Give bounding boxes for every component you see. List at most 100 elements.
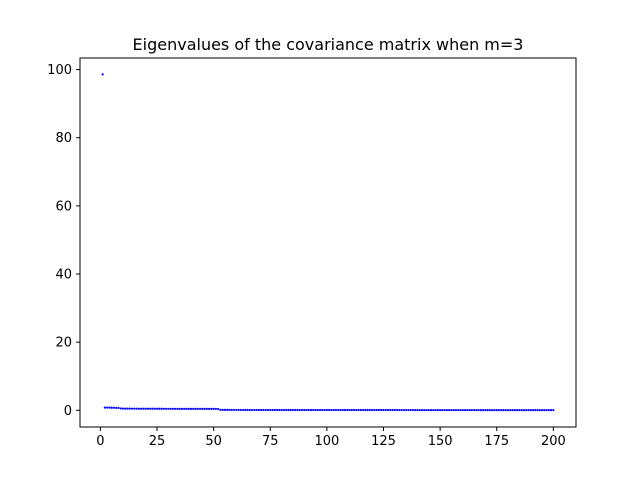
data-point [479, 408, 482, 412]
data-point [303, 408, 306, 412]
data-point [552, 409, 555, 412]
data-point [140, 407, 143, 410]
data-point [180, 407, 184, 410]
data-point [137, 407, 140, 410]
data-point [124, 407, 127, 410]
data-point [246, 408, 249, 412]
data-point [334, 408, 338, 412]
data-point [545, 409, 548, 412]
y-tick-label: 100 [47, 63, 72, 78]
x-axis: 0 25 50 75 100 125 150 175 200 [96, 427, 566, 449]
data-point [416, 408, 419, 412]
data-point [133, 407, 136, 410]
data-point [260, 408, 263, 412]
data-point [377, 408, 381, 412]
data-point [466, 408, 469, 412]
data-point [128, 407, 131, 410]
data-point [448, 408, 451, 412]
data-point [266, 408, 270, 412]
data-point [459, 408, 462, 412]
plot-frame [79, 57, 577, 428]
data-point [185, 407, 188, 410]
data-point [318, 408, 322, 412]
data-point [371, 408, 374, 412]
data-point [255, 408, 258, 412]
data-point [171, 407, 174, 410]
data-point [531, 409, 535, 412]
data-point [314, 408, 317, 412]
data-point [343, 408, 347, 412]
data-point [214, 407, 217, 411]
data-point [493, 409, 496, 412]
data-point [518, 409, 521, 412]
data-point [110, 406, 113, 409]
x-tick-label: 50 [205, 434, 222, 449]
data-point [275, 408, 279, 412]
data-point [264, 408, 267, 412]
data-point [482, 408, 485, 412]
data-point [509, 409, 512, 412]
data-point [443, 408, 446, 412]
data-point [146, 407, 150, 410]
data-point [341, 408, 344, 412]
data-point [151, 407, 154, 410]
x-tick-label: 75 [262, 434, 279, 449]
data-point [402, 408, 405, 412]
data-point [280, 408, 283, 412]
data-point [269, 408, 272, 412]
data-point [393, 408, 396, 412]
data-point [389, 408, 392, 412]
data-point [273, 408, 276, 412]
data-point [405, 408, 408, 412]
y-tick-label: 0 [64, 404, 72, 419]
data-point [309, 408, 313, 412]
data-point [538, 409, 541, 412]
data-point [142, 407, 145, 410]
data-point [167, 407, 170, 410]
data-point [398, 408, 401, 412]
data-point [391, 408, 394, 412]
data-point [248, 408, 251, 412]
data-point [427, 408, 430, 412]
data-point [282, 408, 285, 412]
data-point [228, 408, 231, 412]
data-point [368, 408, 371, 412]
data-point [359, 408, 362, 412]
data-point [278, 408, 281, 412]
x-tick-label: 150 [428, 434, 453, 449]
data-point [312, 408, 315, 412]
data-point [232, 408, 236, 412]
data-point [289, 408, 292, 412]
data-point [477, 408, 480, 412]
data-point [457, 408, 460, 412]
x-tick-label: 200 [541, 434, 566, 449]
data-point [362, 408, 365, 412]
data-point [439, 408, 442, 412]
data-point [307, 408, 310, 412]
data-point [237, 408, 240, 412]
data-point [382, 408, 385, 412]
data-point [452, 408, 455, 412]
data-point [316, 408, 319, 412]
data-point [497, 409, 501, 412]
data-point [321, 408, 324, 412]
x-tick-label: 0 [96, 434, 104, 449]
data-point [529, 409, 532, 412]
data-point [153, 407, 156, 410]
data-point [540, 409, 544, 412]
data-point [513, 409, 516, 412]
data-point [454, 408, 458, 412]
x-tick-label: 125 [371, 434, 396, 449]
data-point [330, 408, 333, 412]
x-tick-label: 100 [314, 434, 339, 449]
data-point [226, 408, 229, 412]
data-point [522, 409, 526, 412]
data-point [223, 408, 227, 411]
data-point [337, 408, 340, 412]
data-point [196, 407, 199, 410]
data-point [135, 407, 138, 410]
data-point [432, 408, 435, 412]
data-point [174, 407, 177, 410]
data-point [103, 406, 107, 409]
